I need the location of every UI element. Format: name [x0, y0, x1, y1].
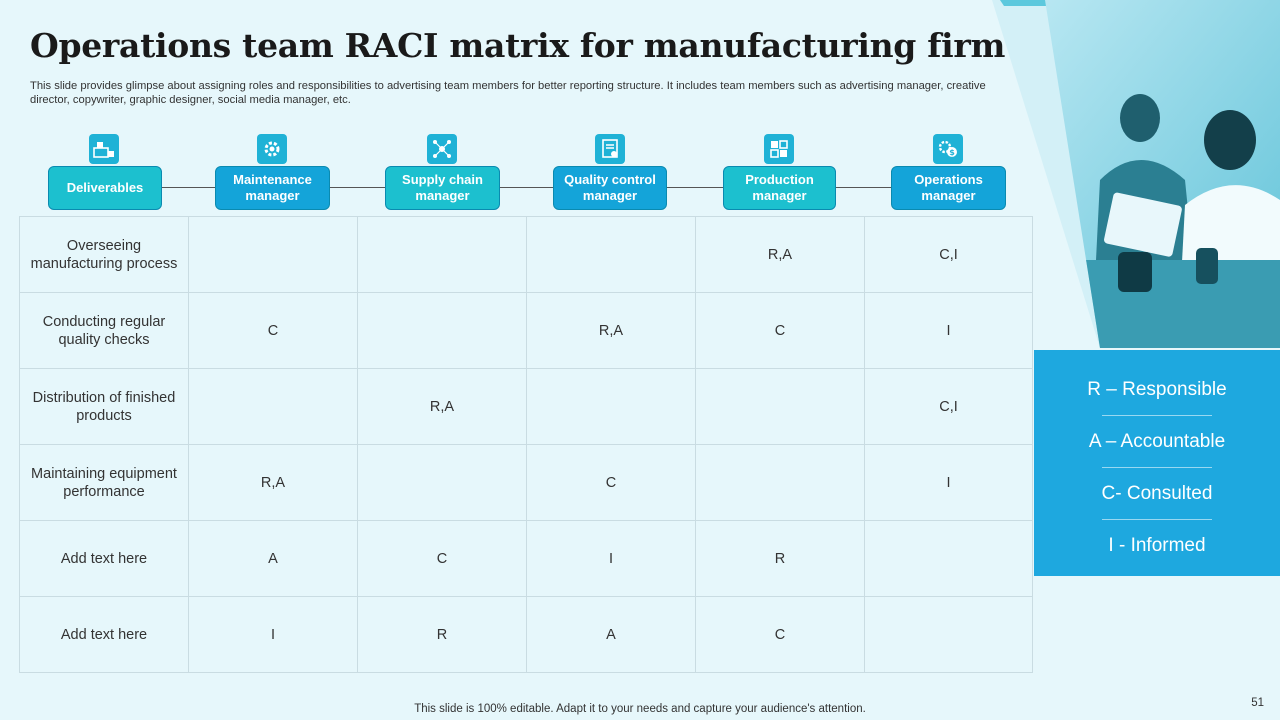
header-deliverables: Deliverables [48, 166, 162, 210]
quality-certificate-icon [595, 134, 625, 164]
header-supply-chain-manager: Supply chain manager [385, 166, 500, 210]
raci-cell: C [188, 292, 358, 369]
header-operations-manager: Operations manager [891, 166, 1006, 210]
raci-cell: C [695, 596, 865, 673]
deliverables-icon [89, 134, 119, 164]
header-quality-control-manager: Quality control manager [553, 166, 667, 210]
legend-consulted: C- Consulted [1101, 482, 1213, 504]
header-production-manager: Production manager [723, 166, 836, 210]
raci-cell [864, 520, 1033, 597]
table-row: Add text here I R A C [19, 596, 1033, 673]
deliverable-cell: Overseeing manufacturing process [19, 216, 189, 293]
raci-cell [188, 216, 358, 293]
table-row: Maintaining equipment performance R,A C … [19, 444, 1033, 521]
table-row: Conducting regular quality checks C R,A … [19, 292, 1033, 369]
header-label: Production manager [745, 172, 814, 203]
table-row: Distribution of finished products R,A C,… [19, 368, 1033, 445]
raci-cell: I [864, 444, 1033, 521]
raci-cell: R,A [695, 216, 865, 293]
raci-cell [188, 368, 358, 445]
raci-cell: C [526, 444, 696, 521]
header-label: Supply chain manager [402, 172, 483, 203]
raci-cell: R,A [188, 444, 358, 521]
deliverable-cell: Conducting regular quality checks [19, 292, 189, 369]
raci-cell [864, 596, 1033, 673]
header-label: Quality control manager [564, 172, 656, 203]
legend-divider [1102, 415, 1212, 416]
connector-line [330, 187, 385, 188]
legend-accountable: A – Accountable [1088, 430, 1226, 452]
connector-line [667, 187, 723, 188]
raci-cell: I [188, 596, 358, 673]
header-label: Maintenance manager [233, 172, 312, 203]
raci-cell [357, 444, 527, 521]
raci-legend: R – Responsible A – Accountable C- Consu… [1034, 350, 1280, 576]
production-puzzle-icon [764, 134, 794, 164]
footer-note: This slide is 100% editable. Adapt it to… [414, 703, 866, 715]
raci-cell [526, 368, 696, 445]
raci-cell: A [188, 520, 358, 597]
raci-cell: R,A [357, 368, 527, 445]
deliverable-cell: Add text here [19, 596, 189, 673]
deliverable-cell: Distribution of finished products [19, 368, 189, 445]
deliverable-cell: Maintaining equipment performance [19, 444, 189, 521]
connector-line [500, 187, 553, 188]
header-label: Deliverables [66, 180, 144, 195]
page-number: 51 [1251, 697, 1264, 709]
header-label: Operations manager [914, 172, 983, 203]
raci-matrix-table: Overseeing manufacturing process R,A C,I… [19, 216, 1033, 673]
raci-cell [357, 216, 527, 293]
table-row: Overseeing manufacturing process R,A C,I [19, 216, 1033, 293]
connector-line [836, 187, 891, 188]
legend-divider [1102, 467, 1212, 468]
raci-cell [695, 368, 865, 445]
raci-cell: C [695, 292, 865, 369]
maintenance-gear-icon [257, 134, 287, 164]
svg-text:$: $ [949, 148, 955, 157]
raci-cell: R [357, 596, 527, 673]
legend-responsible: R – Responsible [1087, 378, 1227, 400]
raci-cell: C,I [864, 216, 1033, 293]
legend-divider [1102, 519, 1212, 520]
raci-cell: R [695, 520, 865, 597]
raci-cell [357, 292, 527, 369]
raci-cell: I [864, 292, 1033, 369]
raci-cell: A [526, 596, 696, 673]
page-title: Operations team RACI matrix for manufact… [30, 26, 1006, 65]
raci-cell [526, 216, 696, 293]
raci-cell: R,A [526, 292, 696, 369]
deliverable-cell: Add text here [19, 520, 189, 597]
raci-cell: C [357, 520, 527, 597]
connector-line [161, 187, 215, 188]
header-maintenance-manager: Maintenance manager [215, 166, 330, 210]
operations-gear-dollar-icon: $ [933, 134, 963, 164]
raci-cell: C,I [864, 368, 1033, 445]
raci-cell: I [526, 520, 696, 597]
table-row: Add text here A C I R [19, 520, 1033, 597]
page-subtitle: This slide provides glimpse about assign… [30, 80, 986, 106]
supply-chain-network-icon [427, 134, 457, 164]
raci-cell [695, 444, 865, 521]
legend-informed: I - Informed [1108, 534, 1206, 556]
